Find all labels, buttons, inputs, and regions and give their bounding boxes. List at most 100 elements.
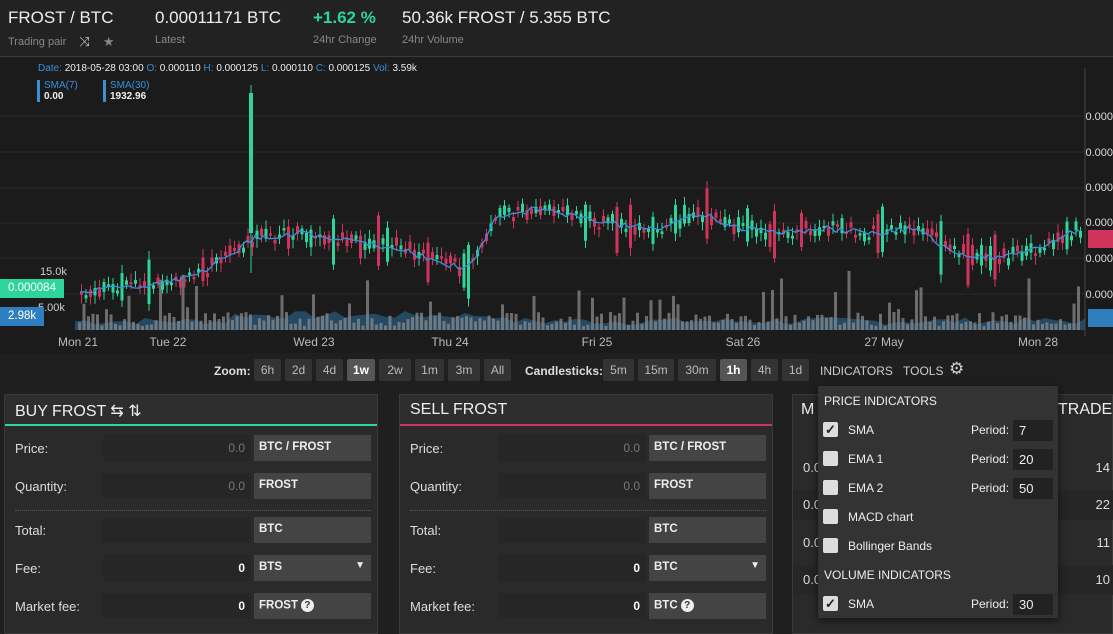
- volume-bar: [739, 316, 743, 330]
- candle: [917, 226, 920, 231]
- shuffle-icon[interactable]: ⤨: [79, 34, 90, 49]
- volume-bar: [649, 300, 653, 330]
- candle-15m-button[interactable]: 15m: [638, 359, 674, 381]
- volume-bar: [82, 303, 86, 330]
- price-chart[interactable]: Date: 2018-05-28 03:00 O: 0.000110 H: 0.…: [0, 58, 1113, 353]
- volume-bar: [123, 319, 126, 330]
- macd-checkbox[interactable]: [823, 509, 838, 524]
- candle-1h-button[interactable]: 1h: [720, 359, 747, 381]
- volume-bar: [951, 315, 954, 330]
- candle: [575, 210, 578, 215]
- tools-menu[interactable]: TOOLS: [903, 364, 944, 378]
- ema-1-checkbox[interactable]: [823, 451, 838, 466]
- zoom-all-button[interactable]: All: [484, 359, 511, 381]
- buy-fee-select[interactable]: BTS ▼: [254, 555, 371, 581]
- indicator-macd[interactable]: MACD chart: [823, 506, 1055, 528]
- candle: [611, 213, 614, 224]
- volume-bar: [343, 318, 347, 330]
- volume-bar: [1027, 278, 1031, 330]
- gear-icon[interactable]: ⚙: [949, 359, 965, 378]
- volume-bar: [1005, 314, 1008, 330]
- candle: [912, 228, 916, 236]
- buy-price-input[interactable]: 0.0: [103, 435, 251, 461]
- ema-1-period-input[interactable]: 20: [1013, 449, 1053, 470]
- candle: [449, 255, 452, 264]
- candle: [336, 242, 340, 247]
- volume-bar: [798, 322, 801, 330]
- volume-indicator-sma[interactable]: ✓ SMA Period: 30: [823, 593, 1055, 615]
- sell-quantity-input[interactable]: 0.0: [498, 473, 646, 499]
- candle: [993, 234, 997, 280]
- table-row[interactable]: 0.0 11: [793, 528, 1113, 558]
- x-tick-label: Wed 23: [293, 335, 335, 349]
- chart-canvas[interactable]: [0, 58, 1113, 353]
- volume-sma-period-input[interactable]: 30: [1013, 594, 1053, 615]
- candle: [939, 221, 943, 275]
- candle: [642, 229, 646, 233]
- volume-bar: [1068, 323, 1071, 330]
- sell-fee-select[interactable]: BTC ▼: [649, 555, 766, 581]
- candle: [219, 258, 223, 264]
- volume-bar: [1018, 315, 1022, 330]
- volume-bar: [199, 320, 203, 330]
- candle: [561, 207, 565, 212]
- zoom-4d-button[interactable]: 4d: [316, 359, 343, 381]
- sma-period-input[interactable]: 7: [1013, 420, 1053, 441]
- zoom-2d-button[interactable]: 2d: [285, 359, 312, 381]
- zoom-3m-button[interactable]: 3m: [448, 359, 480, 381]
- indicator-bollinger[interactable]: Bollinger Bands: [823, 535, 1055, 557]
- candle: [503, 205, 506, 215]
- candle: [647, 228, 650, 233]
- candle: [116, 290, 119, 294]
- sma-checkbox[interactable]: ✓: [823, 422, 838, 437]
- zoom-1m-button[interactable]: 1m: [415, 359, 444, 381]
- candle-5m-button[interactable]: 5m: [603, 359, 634, 381]
- candle: [471, 258, 475, 261]
- volume-bar: [388, 315, 392, 330]
- sell-panel-title: SELL FROST: [400, 395, 772, 426]
- indicator-ema-1[interactable]: EMA 1 Period: 20: [823, 448, 1055, 470]
- indicator-ema-2[interactable]: EMA 2 Period: 50: [823, 477, 1055, 499]
- candle-4h-button[interactable]: 4h: [751, 359, 778, 381]
- zoom-label: Zoom:: [214, 364, 251, 378]
- indicators-menu[interactable]: INDICATORS: [820, 364, 893, 378]
- indicator-sma[interactable]: ✓ SMA Period: 7: [823, 419, 1055, 441]
- volume-bar: [1045, 322, 1049, 330]
- help-icon[interactable]: ?: [300, 599, 314, 612]
- zoom-6h-button[interactable]: 6h: [254, 359, 281, 381]
- ema-2-period-input[interactable]: 50: [1013, 478, 1053, 499]
- sell-total-input[interactable]: [498, 517, 646, 543]
- volume-bar: [469, 317, 473, 330]
- sell-price-input[interactable]: 0.0: [498, 435, 646, 461]
- table-row[interactable]: 0.0 14: [793, 453, 1113, 483]
- volume-bar: [298, 318, 302, 330]
- bollinger-checkbox[interactable]: [823, 538, 838, 553]
- candle: [548, 204, 551, 210]
- candle-1d-button[interactable]: 1d: [782, 359, 809, 381]
- ema-2-checkbox[interactable]: [823, 480, 838, 495]
- indicator-name: SMA: [848, 597, 875, 611]
- candle: [858, 233, 862, 236]
- sell-fee-value: 0: [498, 555, 646, 581]
- volume-bar: [586, 324, 590, 330]
- candle-30m-button[interactable]: 30m: [678, 359, 716, 381]
- volume-bar: [226, 312, 230, 330]
- buy-quantity-input[interactable]: 0.0: [103, 473, 251, 499]
- volume-bar: [595, 316, 599, 330]
- volume-sma-checkbox[interactable]: ✓: [823, 596, 838, 611]
- period-label: Period:: [971, 452, 1010, 466]
- volume-bar: [1072, 303, 1076, 330]
- star-icon[interactable]: ★: [102, 34, 115, 49]
- volume-bar: [811, 320, 815, 330]
- buy-total-input[interactable]: [103, 517, 251, 543]
- date-value: 2018-05-28 03:00: [64, 63, 144, 74]
- candle: [737, 217, 740, 233]
- candle: [287, 226, 290, 249]
- buy-fee-value: 0: [103, 555, 251, 581]
- indicator-name: EMA 2: [848, 481, 884, 495]
- zoom-1w-button[interactable]: 1w: [347, 359, 375, 381]
- zoom-2w-button[interactable]: 2w: [379, 359, 411, 381]
- sma-long-value: 1932.96: [110, 91, 147, 102]
- help-icon[interactable]: ?: [680, 599, 694, 612]
- row-value: 0.0: [803, 572, 822, 587]
